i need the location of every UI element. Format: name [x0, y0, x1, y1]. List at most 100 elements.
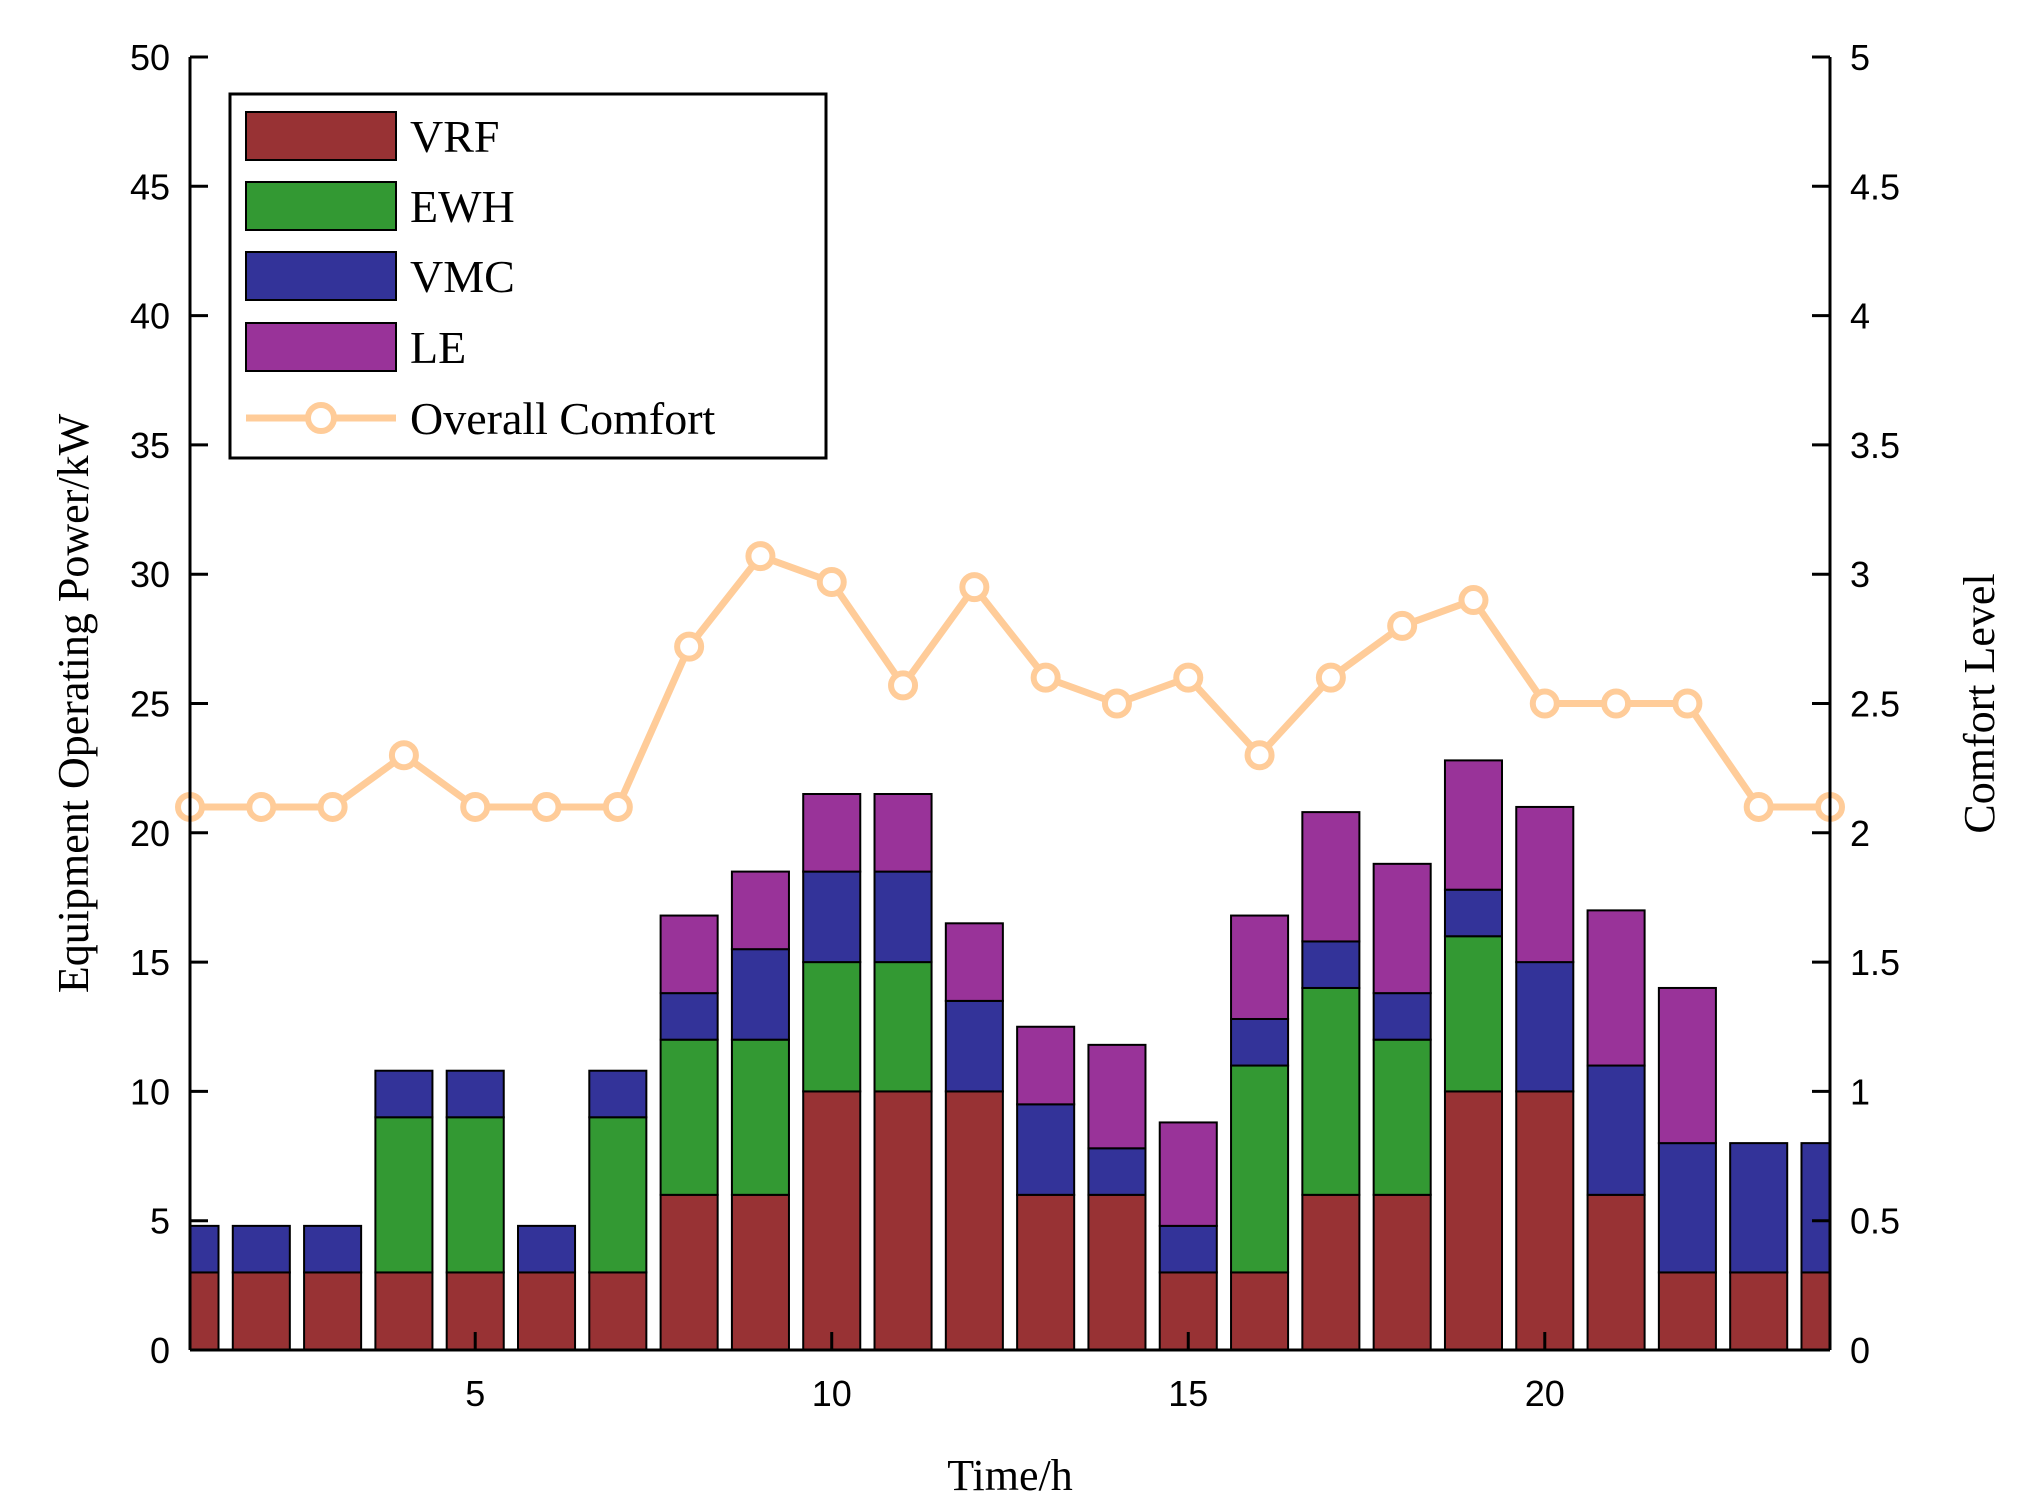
bar-vmc-7 — [588, 1069, 648, 1119]
comfort-point-18 — [1387, 610, 1418, 641]
bar-vrf-22 — [1657, 1271, 1717, 1350]
bar-vrf-13 — [1016, 1193, 1076, 1350]
y2-tick-label-0: 0 — [1850, 1330, 1870, 1371]
bar-vrf-2 — [231, 1271, 291, 1350]
bar-vrf-1 — [190, 1271, 220, 1350]
bar-vrf-4 — [374, 1271, 434, 1350]
x-tick-label-5: 5 — [465, 1373, 485, 1414]
y-tick-label-30: 30 — [130, 554, 170, 595]
y-tick-label-0: 0 — [150, 1330, 170, 1371]
bar-le-11 — [873, 793, 933, 873]
bar-vmc-22 — [1657, 1142, 1717, 1274]
bar-vmc-5 — [445, 1069, 505, 1119]
bar-vmc-20 — [1515, 961, 1575, 1093]
comfort-point-8 — [674, 631, 705, 662]
comfort-point-16 — [1244, 740, 1275, 771]
bar-vmc-3 — [303, 1224, 363, 1274]
legend: VRF EWH VMC LE Overall Comfort — [228, 92, 828, 460]
bar-ewh-7 — [588, 1116, 648, 1274]
y-tick-label-40: 40 — [130, 296, 170, 337]
comfort-point-15 — [1173, 662, 1204, 693]
y-axis-title: Equipment Operating Power/kW — [49, 413, 98, 993]
y-tick-label-5: 5 — [150, 1201, 170, 1242]
comfort-point-11 — [888, 670, 919, 701]
bar-vmc-13 — [1016, 1103, 1076, 1196]
bar-le-12 — [944, 922, 1004, 1002]
comfort-point-22 — [1672, 688, 1703, 719]
bar-vmc-8 — [659, 992, 719, 1041]
bar-vrf-9 — [730, 1193, 790, 1350]
y-tick-label-25: 25 — [130, 684, 170, 725]
y2-tick-label-1: 1 — [1850, 1071, 1870, 1112]
bar-vrf-7 — [588, 1271, 648, 1350]
bar-le-9 — [730, 870, 790, 951]
bar-vrf-20 — [1515, 1090, 1575, 1350]
bar-ewh-4 — [374, 1116, 434, 1274]
comfort-point-19 — [1458, 585, 1489, 616]
comfort-point-5 — [460, 791, 491, 822]
legend-swatch-le — [245, 322, 397, 372]
bar-le-21 — [1586, 909, 1646, 1067]
y2-tick-label-3.5: 3.5 — [1850, 425, 1900, 466]
bar-vrf-18 — [1372, 1193, 1432, 1350]
bar-vmc-19 — [1443, 888, 1504, 938]
x-tick-label-15: 15 — [1168, 1373, 1208, 1414]
comfort-point-9 — [745, 541, 776, 572]
comfort-point-6 — [531, 791, 562, 822]
bar-ewh-5 — [445, 1116, 505, 1274]
bar-ewh-19 — [1443, 935, 1504, 1093]
bar-vmc-14 — [1087, 1147, 1147, 1196]
bar-vmc-6 — [517, 1224, 577, 1274]
bar-le-18 — [1372, 862, 1432, 995]
y2-tick-label-2: 2 — [1850, 813, 1870, 854]
y2-tick-label-4.5: 4.5 — [1850, 166, 1900, 207]
y-tick-label-35: 35 — [130, 425, 170, 466]
x-tick-label-20: 20 — [1525, 1373, 1565, 1414]
bar-vrf-19 — [1443, 1090, 1504, 1350]
x-axis-title: Time/h — [947, 1451, 1073, 1500]
bar-vmc-11 — [873, 870, 933, 964]
bar-le-14 — [1087, 1043, 1147, 1150]
bar-vmc-16 — [1230, 1017, 1290, 1067]
comfort-point-21 — [1601, 688, 1632, 719]
comfort-point-12 — [959, 572, 990, 603]
bar-ewh-9 — [730, 1038, 790, 1196]
bar-ewh-17 — [1301, 986, 1361, 1196]
bar-le-8 — [659, 914, 719, 995]
bar-vmc-1 — [190, 1224, 220, 1274]
legend-label-le: LE — [410, 322, 466, 373]
x-tick-label-10: 10 — [812, 1373, 852, 1414]
bar-vmc-18 — [1372, 992, 1432, 1041]
y-tick-label-20: 20 — [130, 813, 170, 854]
bar-ewh-8 — [659, 1038, 719, 1196]
y2-tick-label-4: 4 — [1850, 296, 1870, 337]
y-tick-label-50: 50 — [130, 37, 170, 78]
bar-vmc-24 — [1800, 1142, 1830, 1274]
y2-tick-label-3: 3 — [1850, 554, 1870, 595]
y2-tick-label-5: 5 — [1850, 37, 1870, 78]
bar-le-13 — [1016, 1025, 1076, 1106]
legend-swatch-ewh — [245, 181, 397, 231]
y2-tick-label-0.5: 0.5 — [1850, 1201, 1900, 1242]
comfort-point-3 — [317, 791, 348, 822]
comfort-line — [190, 552, 1830, 811]
bar-le-22 — [1657, 986, 1717, 1145]
bar-vrf-6 — [517, 1271, 577, 1350]
bar-le-10 — [802, 793, 862, 873]
bar-vrf-16 — [1230, 1271, 1290, 1350]
bar-vrf-14 — [1087, 1193, 1147, 1350]
bar-vrf-8 — [659, 1193, 719, 1350]
y2-tick-label-1.5: 1.5 — [1850, 942, 1900, 983]
bar-ewh-18 — [1372, 1038, 1432, 1196]
y2-axis-title: Comfort Level — [1955, 573, 2004, 833]
bar-vmc-21 — [1586, 1064, 1646, 1196]
comfort-point-20 — [1529, 688, 1560, 719]
comfort-point-14 — [1101, 688, 1132, 719]
comfort-point-4 — [388, 740, 419, 771]
bar-vmc-9 — [730, 948, 790, 1041]
bar-vmc-4 — [374, 1069, 434, 1119]
legend-label-vmc: VMC — [410, 251, 515, 302]
bar-vmc-23 — [1729, 1142, 1789, 1274]
bar-vrf-3 — [303, 1271, 363, 1350]
